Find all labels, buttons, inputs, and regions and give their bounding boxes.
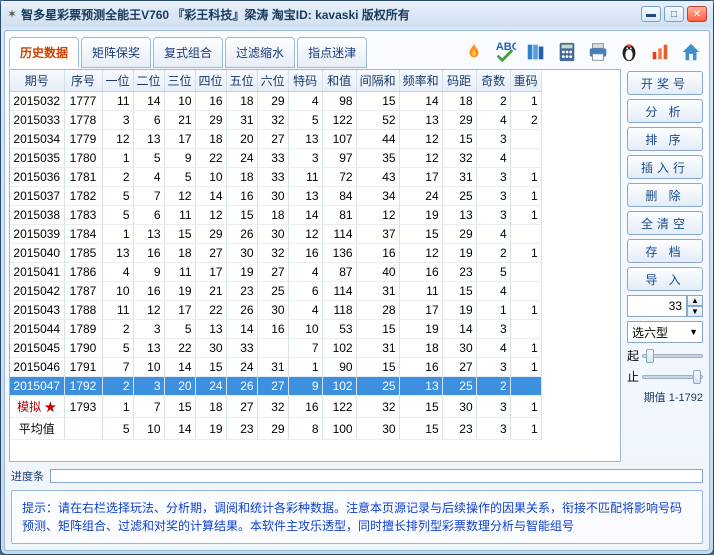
type-select[interactable]: 选六型▼	[627, 321, 703, 343]
tab-矩阵保奖[interactable]: 矩阵保奖	[81, 37, 151, 68]
table-row[interactable]: 201503717825712141630138434242531	[10, 187, 541, 206]
table-row[interactable]: 2015039178411315292630121143715294	[10, 225, 541, 244]
table-row[interactable]: 201503817835611121518148112191331	[10, 206, 541, 225]
hint-box: 提示：请在右栏选择玩法、分析期，调阅和统计各彩种数据。注意本页源记录与后续操作的…	[11, 490, 703, 544]
tab-过滤缩水[interactable]: 过滤缩水	[225, 37, 295, 68]
window-title: 智多星彩票预测全能王V760 『彩王科技』梁涛 淘宝ID: kavaski 版权…	[21, 6, 641, 23]
main-frame: 历史数据矩阵保奖复式组合过滤缩水指点迷津 ABC 期号序号一位二位三位四位五位六位…	[4, 30, 710, 551]
col-header[interactable]: 期号	[10, 70, 64, 92]
penguin-icon[interactable]	[615, 38, 643, 66]
col-header[interactable]: 三位	[164, 70, 195, 92]
progress-bar	[50, 469, 703, 483]
table-row[interactable]: 201503317783621293132512252132942	[10, 111, 541, 130]
table-row[interactable]: 平均值51014192329810030152331	[10, 418, 541, 440]
app-window: ✶ 智多星彩票预测全能王V760 『彩王科技』梁涛 淘宝ID: kavaski …	[0, 0, 714, 555]
table-row[interactable]: 2015044178923513141610531519143	[10, 320, 541, 339]
side-button-插入行[interactable]: 插入行	[627, 155, 703, 179]
toolbar-icons: ABC	[460, 38, 705, 66]
table-row[interactable]: 20150451790513223033710231183041	[10, 339, 541, 358]
window-buttons: ▬ □ ✕	[641, 6, 707, 22]
chart-icon[interactable]	[646, 38, 674, 66]
table-row[interactable]: 2015041178649111719274874016235	[10, 263, 541, 282]
data-table-wrap: 期号序号一位二位三位四位五位六位特码和值间隔和频率和码距奇数重码20150321…	[9, 69, 621, 462]
tab-row: 历史数据矩阵保奖复式组合过滤缩水指点迷津 ABC	[9, 35, 705, 69]
table-row[interactable]: 20150471792232024262791022513252	[10, 377, 541, 396]
progress-row: 进度条	[11, 468, 703, 484]
table-row[interactable]: 201504617917101415243119015162731	[10, 358, 541, 377]
books-icon[interactable]	[522, 38, 550, 66]
table-row[interactable]: 20150431788111217222630411828171911	[10, 301, 541, 320]
titlebar: ✶ 智多星彩票预测全能王V760 『彩王科技』梁涛 淘宝ID: kavaski …	[1, 1, 713, 27]
slider-thumb[interactable]	[693, 370, 701, 384]
table-row[interactable]: 2015042178710161921232561143111154	[10, 282, 541, 301]
side-panel: 开奖号分 析排 序插入行删 除全清空存 档导 入 33▲▼ 选六型▼ 起止期值 1-1…	[625, 69, 705, 462]
calculator-icon[interactable]	[553, 38, 581, 66]
spin-row: 33▲▼	[627, 295, 703, 317]
col-header[interactable]: 序号	[64, 70, 102, 92]
col-header[interactable]: 码距	[442, 70, 476, 92]
minimize-button[interactable]: ▬	[641, 6, 661, 22]
table-row[interactable]: 20150341779121317182027131074412153	[10, 130, 541, 149]
table-row[interactable]: 模拟 ★179317151827321612232153031	[10, 396, 541, 418]
flame-icon[interactable]	[460, 38, 488, 66]
range-label: 期值 1-1792	[627, 389, 703, 405]
col-header[interactable]: 特码	[288, 70, 322, 92]
content-area: 期号序号一位二位三位四位五位六位特码和值间隔和频率和码距奇数重码20150321…	[9, 69, 705, 462]
col-header[interactable]: 间隔和	[356, 70, 399, 92]
table-scroll[interactable]: 期号序号一位二位三位四位五位六位特码和值间隔和频率和码距奇数重码20150321…	[10, 70, 620, 461]
col-header[interactable]: 奇数	[476, 70, 510, 92]
side-button-导入[interactable]: 导 入	[627, 267, 703, 291]
app-icon: ✶	[7, 7, 17, 21]
table-row[interactable]: 201503517801592224333973512324	[10, 149, 541, 168]
table-row[interactable]: 20150361781245101833117243173131	[10, 168, 541, 187]
side-button-分析[interactable]: 分 析	[627, 99, 703, 123]
col-header[interactable]: 六位	[257, 70, 288, 92]
slider-track[interactable]	[642, 354, 703, 358]
close-button[interactable]: ✕	[687, 6, 707, 22]
col-header[interactable]: 四位	[195, 70, 226, 92]
col-header[interactable]: 二位	[133, 70, 164, 92]
col-header[interactable]: 一位	[102, 70, 133, 92]
home-icon[interactable]	[677, 38, 705, 66]
side-button-全清空[interactable]: 全清空	[627, 211, 703, 235]
side-button-存档[interactable]: 存 档	[627, 239, 703, 263]
spin-up[interactable]: ▲	[687, 295, 703, 306]
tab-历史数据[interactable]: 历史数据	[9, 37, 79, 68]
printer-icon[interactable]	[584, 38, 612, 66]
col-header[interactable]: 频率和	[399, 70, 442, 92]
slider-row: 起	[627, 347, 703, 364]
tab-复式组合[interactable]: 复式组合	[153, 37, 223, 68]
side-button-删除[interactable]: 删 除	[627, 183, 703, 207]
table-row[interactable]: 201504017851316182730321613616121921	[10, 244, 541, 263]
data-grid: 期号序号一位二位三位四位五位六位特码和值间隔和频率和码距奇数重码20150321…	[10, 70, 542, 440]
progress-label: 进度条	[11, 468, 44, 484]
slider-track[interactable]	[642, 375, 703, 379]
slider-row: 止	[627, 368, 703, 385]
maximize-button[interactable]: □	[664, 6, 684, 22]
tab-指点迷津[interactable]: 指点迷津	[297, 37, 367, 68]
table-row[interactable]: 2015032177711141016182949815141821	[10, 92, 541, 111]
spin-down[interactable]: ▼	[687, 306, 703, 317]
col-header[interactable]: 和值	[322, 70, 356, 92]
spin-value[interactable]: 33	[627, 295, 687, 317]
side-button-开奖号[interactable]: 开奖号	[627, 71, 703, 95]
slider-thumb[interactable]	[646, 349, 654, 363]
abc-check-icon[interactable]: ABC	[491, 38, 519, 66]
side-button-排序[interactable]: 排 序	[627, 127, 703, 151]
col-header[interactable]: 五位	[226, 70, 257, 92]
col-header[interactable]: 重码	[510, 70, 541, 92]
